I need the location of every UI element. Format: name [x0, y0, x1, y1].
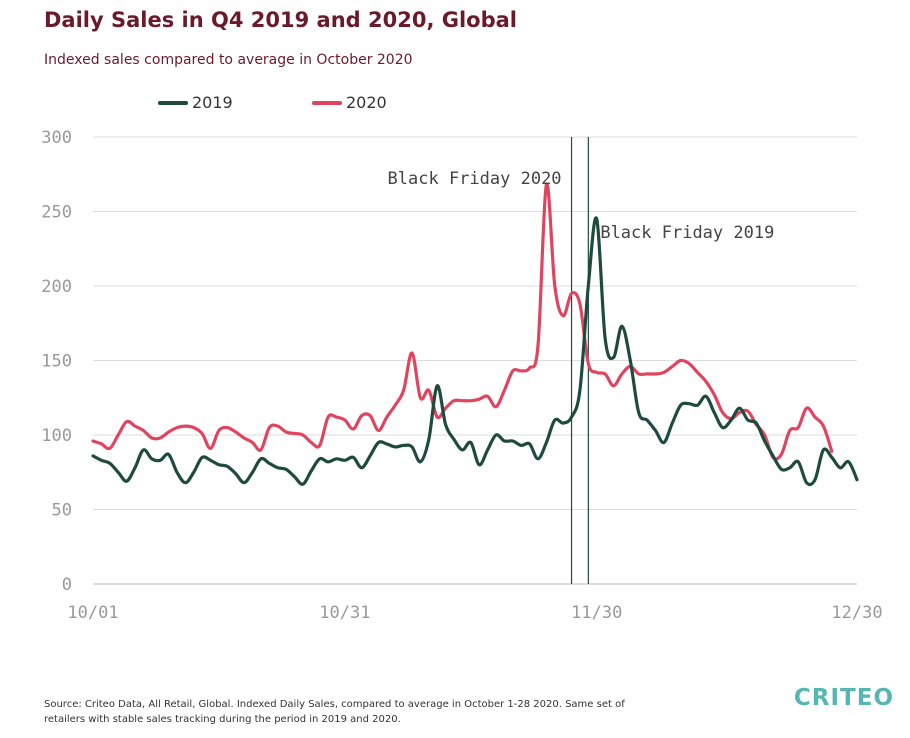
y-tick-label-100: 100 [41, 426, 72, 446]
series-line-2020 [91, 182, 834, 461]
legend-label-2019: 2019 [192, 93, 233, 112]
x-tick-label-2: 11/30 [571, 603, 622, 623]
annotation-label-0: Black Friday 2020 [388, 169, 562, 189]
y-tick-label-0: 0 [62, 575, 72, 595]
y-tick-label-300: 300 [41, 128, 72, 148]
legend-swatch-2020 [312, 100, 342, 105]
chart-title: Daily Sales in Q4 2019 and 2020, Global [44, 8, 518, 32]
y-tick-label-50: 50 [52, 501, 72, 521]
y-tick-label-150: 150 [41, 352, 72, 372]
source-note: Source: Criteo Data, All Retail, Global.… [44, 699, 625, 725]
x-tick-label-0: 10/01 [67, 603, 118, 623]
y-tick-label-200: 200 [41, 277, 72, 297]
chart-subtitle: Indexed sales compared to average in Oct… [44, 52, 413, 68]
line-chart: 0 50 100 150 200 250 300 10/01 10/31 11/30 12/30 Bl… [41, 128, 882, 623]
x-tick-label-3: 12/30 [831, 603, 882, 623]
legend-item-2019: 2019 [158, 93, 233, 112]
legend-label-2020: 2020 [346, 93, 387, 112]
y-tick-label-250: 250 [41, 203, 72, 223]
criteo-logo: CRITEO [793, 685, 894, 711]
annotation-label-1: Black Friday 2019 [600, 223, 774, 243]
legend-swatch-2019 [158, 100, 188, 105]
legend-item-2020: 2020 [312, 93, 387, 112]
x-tick-label-1: 10/31 [319, 603, 370, 623]
series-line-2019 [91, 216, 859, 487]
